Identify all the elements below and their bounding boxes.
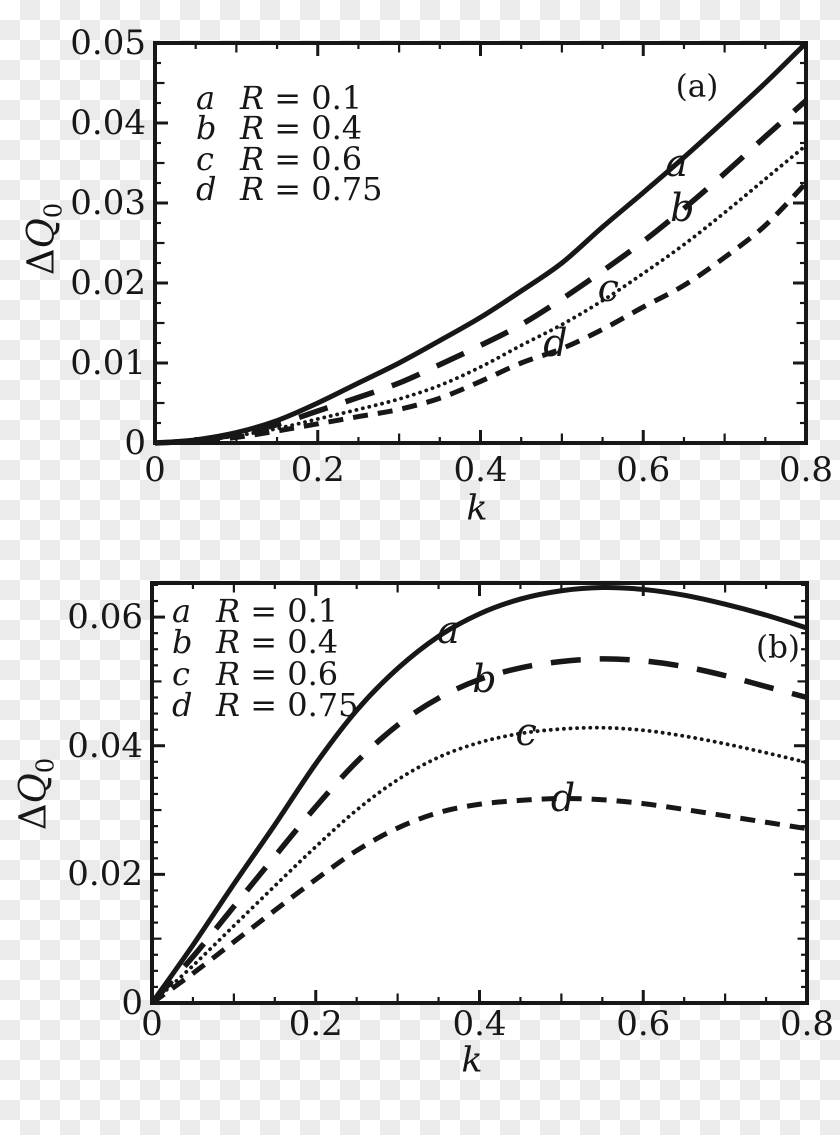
panel-a-label: (a)	[675, 68, 719, 105]
plot-frame-panel_a	[153, 41, 808, 445]
curve-label-b: b	[670, 185, 695, 230]
x-tick-label: 0.2	[290, 450, 345, 490]
q-symbol: Q	[11, 773, 55, 804]
y-tick-label: 0.01	[70, 343, 146, 383]
legend-letter: c	[172, 654, 190, 693]
legend-value: = 0.6	[240, 654, 339, 693]
y-tick-label: 0.06	[67, 597, 143, 638]
x-tick-label: 0	[141, 1004, 163, 1044]
curve-label-a: a	[665, 141, 688, 185]
legend-letter: d	[172, 685, 193, 724]
plot-area-panel_a	[155, 43, 806, 443]
legend-value: = 0.4	[240, 623, 339, 662]
legend-value: = 0.1	[264, 79, 363, 117]
legend-letter: d	[196, 169, 217, 208]
y-tick-label: 0.03	[70, 183, 146, 223]
legend-letter: c	[196, 139, 214, 178]
y-tick-label: 0.04	[70, 103, 146, 143]
legend-symbol: R	[240, 169, 265, 208]
legend-letter: a	[172, 592, 192, 630]
legend-symbol: R	[240, 79, 265, 117]
legend-symbol: R	[240, 139, 265, 178]
x-tick-label: 0.6	[616, 450, 671, 490]
legend-letter: a	[196, 79, 216, 117]
legend-symbol: R	[240, 109, 265, 148]
plot-frame-panel_b	[150, 581, 809, 1005]
curve-label-c: c	[515, 710, 537, 755]
x-tick-label: 0.2	[288, 1004, 343, 1044]
panel-a-x-axis-title: k	[466, 488, 488, 529]
delta-symbol: Δ	[11, 803, 55, 831]
plot-area-panel_b	[152, 583, 807, 1003]
y-tick-label: 0	[121, 983, 143, 1023]
x-tick-label: 0.8	[778, 450, 834, 490]
x-tick-label: 0.8	[779, 1004, 835, 1044]
legend-symbol: R	[216, 685, 241, 724]
y-tick-label: 0.04	[67, 725, 143, 766]
y-tick-label: 0.05	[70, 23, 146, 63]
legend-value: = 0.75	[264, 169, 383, 208]
curve-b-panel_a	[154, 98, 808, 446]
curve-b-panel_b	[149, 656, 808, 1005]
legend-value: = 0.75	[240, 685, 359, 724]
panel-b-y-axis-title: ΔQ0	[11, 758, 59, 831]
curve-label-d: d	[550, 775, 576, 820]
curve-label-d: d	[543, 321, 568, 365]
legend-symbol: R	[216, 654, 241, 693]
x-tick-label: 0.6	[616, 1004, 671, 1044]
legend-value: = 0.1	[240, 592, 339, 630]
curve-a-panel_b	[149, 584, 808, 1005]
curve-label-c: c	[597, 265, 619, 310]
curve-a-panel_a	[154, 41, 808, 446]
curve-label-b: b	[472, 656, 497, 701]
y-tick-label: 0	[124, 423, 146, 463]
panel-b-x-axis-title: k	[461, 1040, 483, 1081]
legend-letter: b	[172, 623, 193, 662]
curve-d-panel_a	[154, 181, 808, 446]
legend-letter: b	[196, 109, 217, 148]
x-tick-label: 0.4	[452, 1004, 507, 1044]
y-tick-label: 0.02	[70, 263, 146, 303]
x-tick-label: 0.4	[453, 450, 508, 490]
y-tick-label: 0.02	[67, 854, 143, 895]
curve-d-panel_b	[150, 795, 808, 1006]
curve-label-a: a	[437, 607, 460, 652]
legend-symbol: R	[216, 592, 241, 630]
legend-value: = 0.4	[264, 109, 363, 148]
curve-c-panel_b	[150, 725, 809, 1005]
panel-b-label: (b)	[755, 629, 801, 666]
x-tick-label: 0	[144, 450, 166, 490]
legend-value: = 0.6	[264, 139, 363, 178]
legend-symbol: R	[216, 623, 241, 662]
